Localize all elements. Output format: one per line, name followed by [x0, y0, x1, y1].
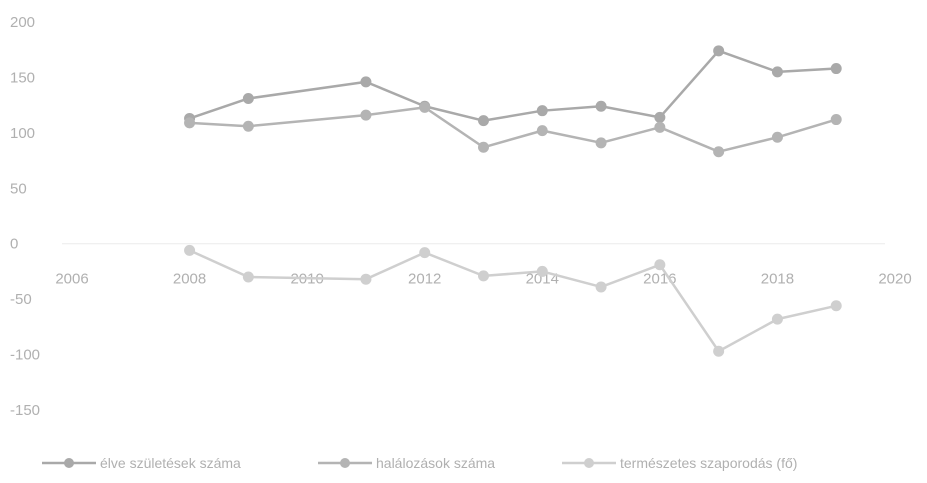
data-point	[830, 300, 842, 312]
data-point	[771, 313, 783, 325]
data-point	[536, 125, 548, 137]
data-point	[771, 131, 783, 143]
x-tick-label: 2016	[643, 271, 676, 288]
legend-marker	[64, 458, 74, 468]
data-point	[713, 146, 725, 158]
legend: élve születések száma halálozások száma te…	[42, 455, 797, 471]
data-point	[830, 63, 842, 75]
data-point	[595, 137, 607, 149]
data-point	[654, 121, 666, 133]
data-point	[419, 101, 431, 113]
x-tick-label: 2020	[878, 271, 911, 288]
y-tick-label: 200	[10, 14, 35, 31]
y-tick-label: 50	[10, 180, 27, 197]
y-tick-label: -100	[10, 347, 40, 364]
y-tick-label: -150	[10, 402, 40, 419]
y-tick-label: 150	[10, 69, 35, 86]
data-point	[184, 244, 196, 256]
series-layer	[184, 45, 842, 357]
legend-label: természetes szaporodás (fő)	[620, 455, 797, 471]
data-point	[830, 114, 842, 126]
legend-marker	[584, 458, 594, 468]
series-2	[184, 101, 842, 158]
data-point	[536, 105, 548, 117]
series-1	[184, 45, 842, 127]
series-line	[189, 249, 837, 353]
x-tick-label: 2008	[173, 271, 206, 288]
y-tick-label: 0	[10, 236, 18, 253]
data-point	[360, 76, 372, 88]
data-point	[654, 259, 666, 271]
series-line	[189, 106, 837, 153]
series-line	[189, 49, 837, 122]
data-point	[595, 281, 607, 293]
series-3	[184, 244, 842, 357]
legend-item-1: élve születések száma	[42, 455, 241, 471]
data-point	[771, 66, 783, 78]
data-point	[713, 45, 725, 57]
x-axis-tick-labels: 2006 2008 2010 2012 2014 2016 2018 2020	[55, 271, 911, 288]
data-point	[536, 265, 548, 277]
data-point	[478, 141, 489, 153]
y-tick-label: 100	[10, 125, 35, 142]
data-point	[595, 100, 607, 112]
legend-item-2: halálozások száma	[318, 455, 495, 471]
x-tick-label: 2014	[526, 271, 559, 288]
data-point	[654, 111, 666, 123]
data-point	[419, 247, 431, 259]
data-point	[184, 117, 196, 129]
data-point	[360, 273, 372, 285]
y-axis-tick-labels: 200 150 100 50 0 -50 -100 -150	[10, 14, 40, 419]
x-tick-label: 2006	[55, 271, 88, 288]
data-point	[478, 115, 489, 127]
legend-item-3: természetes szaporodás (fő)	[562, 455, 797, 471]
x-tick-label: 2012	[408, 271, 441, 288]
legend-marker	[340, 458, 350, 468]
legend-label: élve születések száma	[100, 455, 241, 471]
legend-label: halálozások száma	[376, 455, 495, 471]
data-point	[242, 120, 254, 132]
data-point	[478, 270, 489, 282]
data-point	[713, 345, 725, 357]
data-point	[360, 109, 372, 121]
data-point	[242, 92, 254, 104]
y-tick-label: -50	[10, 291, 32, 308]
x-tick-label: 2018	[761, 271, 794, 288]
data-point	[242, 271, 254, 283]
